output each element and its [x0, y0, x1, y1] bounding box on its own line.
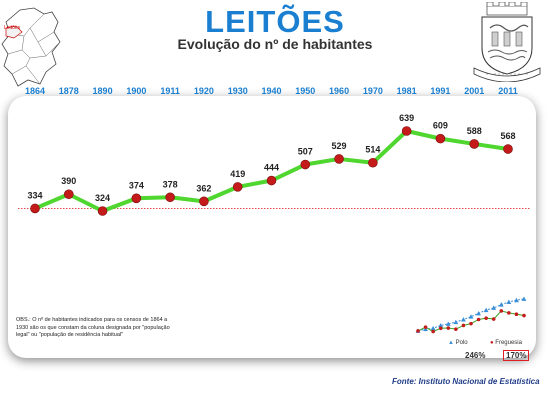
data-point	[97, 206, 108, 216]
year-label: 1900	[126, 86, 146, 96]
data-point	[401, 126, 412, 136]
year-label: 1864	[25, 86, 45, 96]
mini-polo-line	[417, 298, 525, 332]
mini-polo-marker	[514, 297, 519, 303]
mini-polo-marker	[521, 296, 527, 301]
data-label: 419	[230, 169, 245, 179]
mini-freguesia-marker	[416, 329, 420, 333]
mini-polo-marker	[453, 319, 459, 325]
data-point	[300, 159, 311, 170]
mini-polo-marker	[498, 302, 504, 307]
year-label: 1930	[228, 86, 248, 96]
census-note: OBS.: O nº de habitantes indicados para …	[16, 317, 170, 338]
year-label: 2011	[498, 86, 518, 96]
mini-freguesia-marker	[454, 327, 458, 331]
mini-freguesia-marker	[438, 326, 443, 331]
year-label: 1878	[59, 86, 79, 96]
freguesia-growth-pct: 170%	[503, 350, 530, 361]
mini-freguesia-marker	[522, 313, 526, 318]
parish-map	[1, 7, 61, 87]
mini-polo-marker	[476, 310, 481, 316]
page-title: LEITÕES	[205, 4, 345, 39]
data-point	[199, 196, 209, 207]
dot-marker-icon: ●	[490, 340, 494, 346]
mini-polo-marker	[430, 325, 436, 331]
year-label: 1940	[261, 86, 281, 96]
mini-legend-freguesia-label: Freguesia	[495, 340, 522, 346]
data-label: 334	[27, 190, 42, 200]
mini-polo-marker	[506, 299, 512, 304]
mini-freguesia-marker	[476, 317, 481, 322]
data-label: 588	[467, 126, 482, 136]
page-subtitle: Evolução do nº de habitantes	[177, 36, 373, 52]
data-label: 609	[433, 121, 448, 131]
mini-legend-freguesia: ● Freguesia	[490, 340, 522, 346]
data-label: 568	[500, 131, 515, 141]
data-label: 507	[298, 147, 313, 157]
year-label: 1970	[363, 86, 383, 96]
data-source: Fonte: Instituto Nacional de Estatística	[392, 377, 540, 386]
data-label: 444	[264, 163, 279, 173]
data-point	[232, 182, 243, 192]
data-label: 529	[332, 141, 347, 151]
mini-freguesia-marker	[484, 316, 488, 320]
coat-of-arms-icon	[473, 2, 541, 82]
polo-growth-pct: 246%	[465, 351, 486, 360]
data-label: 390	[61, 176, 76, 186]
data-point	[435, 133, 446, 144]
mini-freguesia-marker	[514, 312, 519, 317]
mini-polo-marker	[438, 323, 444, 328]
map-parish-label: Leitões	[4, 25, 21, 31]
mini-legend-polo: ▲ Polo	[448, 340, 468, 346]
mini-freguesia-marker	[423, 325, 428, 329]
data-point	[368, 157, 378, 168]
data-point	[469, 139, 480, 149]
mini-freguesia-marker	[507, 311, 511, 315]
mini-legend-polo-label: Polo	[455, 340, 468, 346]
mini-freguesia-marker	[446, 326, 451, 330]
mini-freguesia-marker	[499, 309, 504, 313]
mini-polo-marker	[445, 321, 451, 326]
data-point	[131, 193, 142, 204]
data-point	[503, 144, 513, 154]
mini-freguesia-marker	[469, 321, 473, 326]
data-label: 374	[129, 180, 144, 190]
mini-polo-marker	[483, 307, 489, 313]
data-label: 362	[196, 183, 211, 193]
mini-freguesia-marker	[431, 329, 435, 334]
year-label: 2001	[464, 86, 484, 96]
year-label: 1960	[329, 86, 349, 96]
data-point	[165, 192, 175, 203]
data-point	[63, 189, 74, 200]
year-label: 1991	[430, 86, 450, 96]
year-label: 1920	[194, 86, 214, 96]
mini-polo-marker	[491, 305, 497, 310]
triangle-marker-icon: ▲	[448, 340, 454, 346]
year-label: 1950	[295, 86, 315, 96]
data-label: 514	[365, 145, 380, 155]
data-label: 639	[399, 113, 414, 123]
year-label: 1911	[160, 86, 180, 96]
year-label: 1981	[397, 86, 417, 96]
comparison-mini-chart	[415, 296, 527, 334]
mini-freguesia-marker	[461, 323, 466, 328]
mini-polo-marker	[461, 317, 466, 322]
data-point	[334, 154, 344, 164]
data-label: 378	[163, 179, 178, 189]
mini-freguesia-marker	[491, 317, 496, 321]
data-label: 324	[95, 193, 110, 203]
mini-polo-marker	[468, 314, 474, 319]
data-point	[266, 175, 277, 186]
year-label: 1890	[93, 86, 113, 96]
data-point	[30, 203, 40, 214]
